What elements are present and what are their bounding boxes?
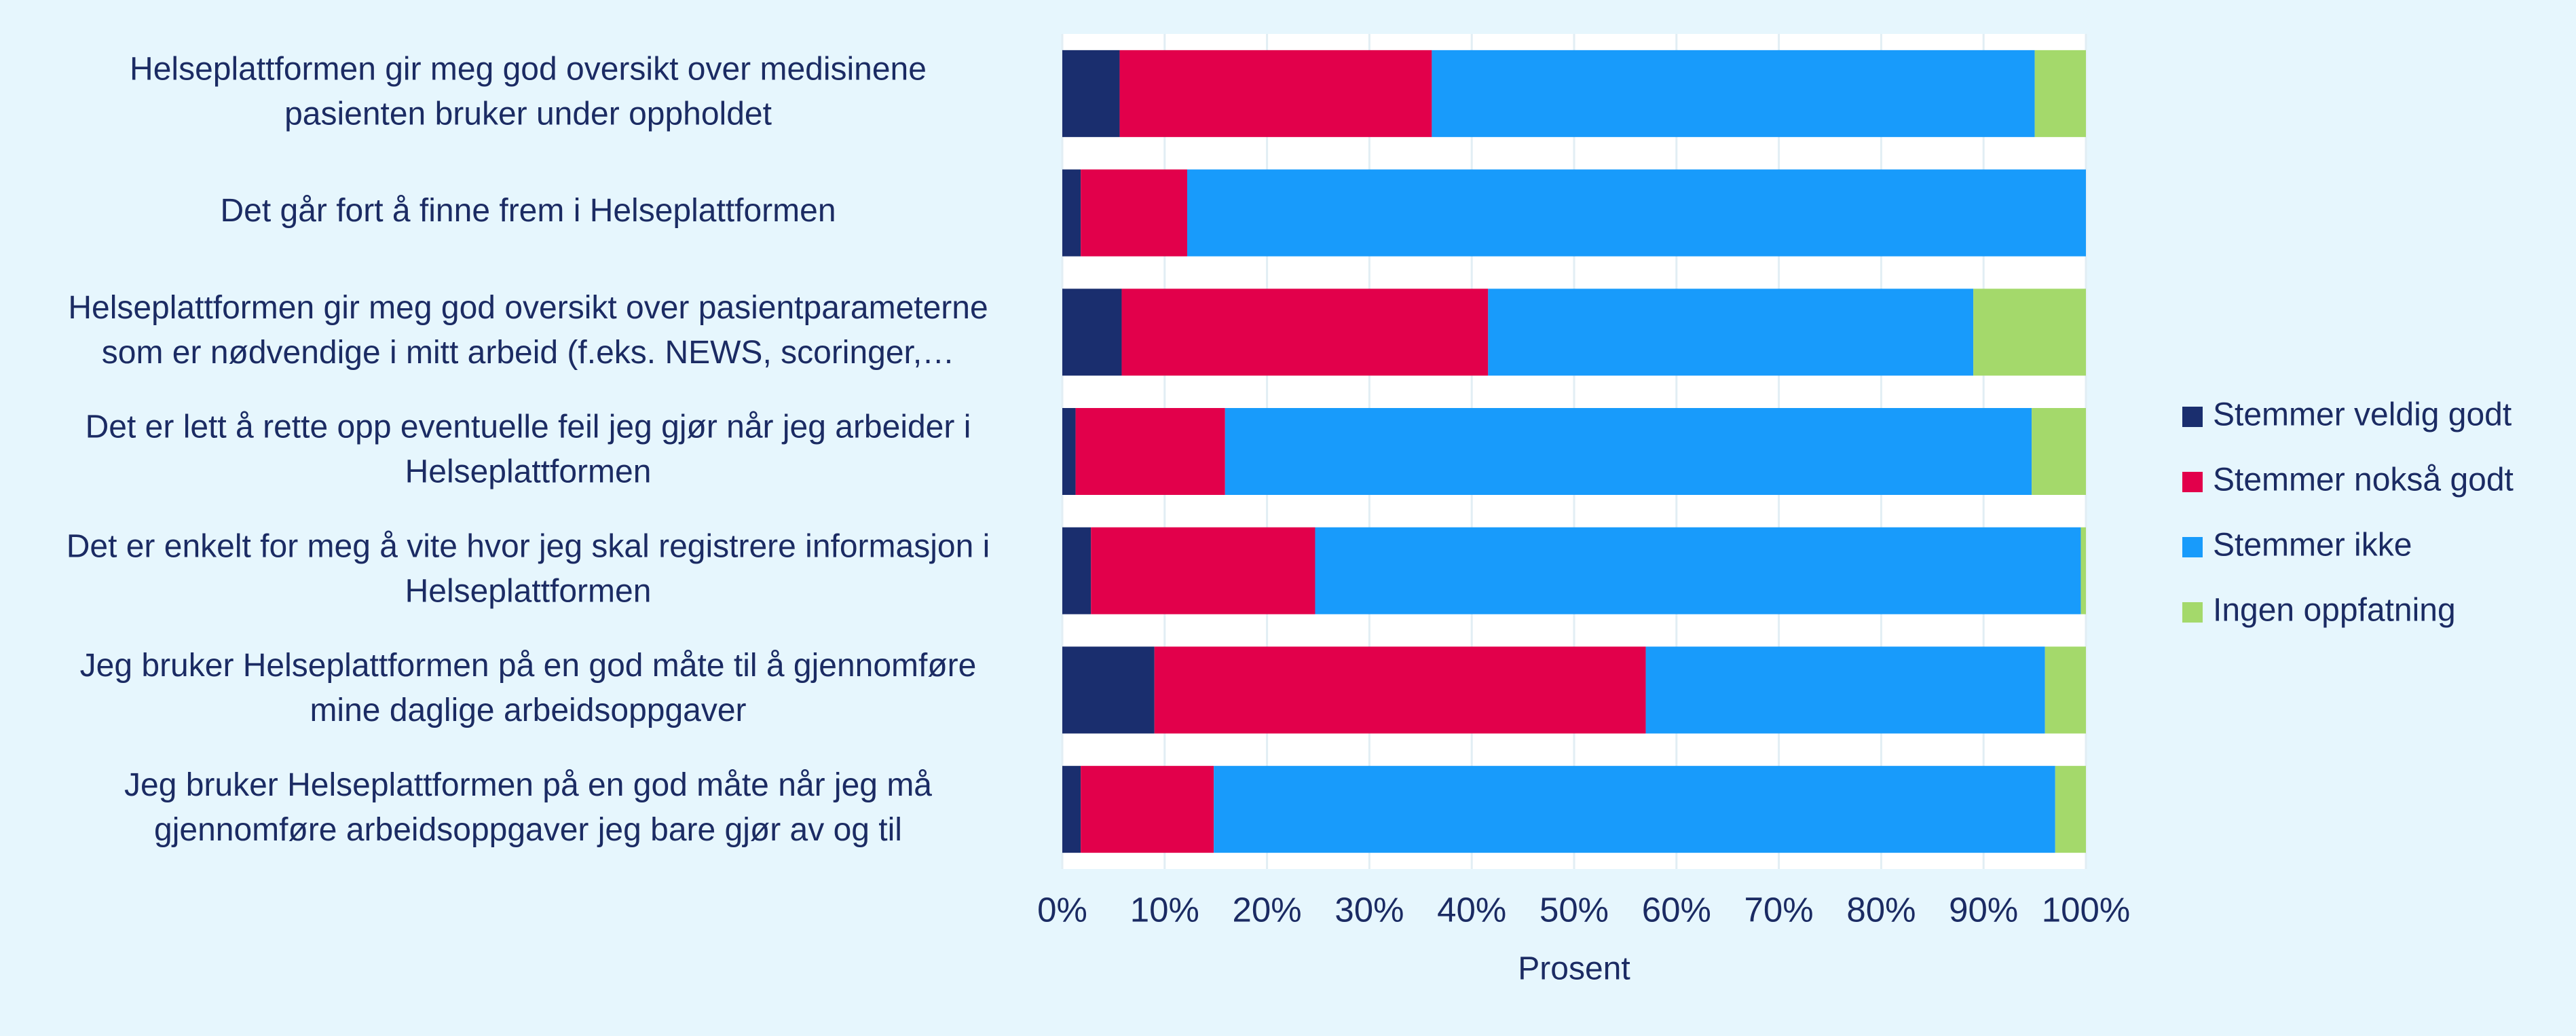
bar-segment-1-row-5 bbox=[1062, 527, 1091, 614]
bar-segment-3-row-4 bbox=[1225, 408, 2032, 495]
x-tick-label: 90% bbox=[1949, 890, 2018, 929]
legend-swatch bbox=[2182, 472, 2203, 492]
category-label: Helseplattformen gir meg god oversikt ov… bbox=[130, 52, 927, 88]
category-label: Det er enkelt for meg å vite hvor jeg sk… bbox=[67, 528, 990, 564]
x-tick-label: 10% bbox=[1130, 890, 1199, 929]
legend-label: Stemmer veldig godt bbox=[2213, 397, 2512, 433]
x-tick-label: 70% bbox=[1744, 890, 1814, 929]
bar-segment-2-row-4 bbox=[1075, 408, 1225, 495]
bar-segment-1-row-2 bbox=[1062, 169, 1081, 257]
legend-swatch bbox=[2182, 407, 2203, 427]
category-label: Helseplattformen bbox=[405, 573, 652, 609]
bar-segment-3-row-6 bbox=[1645, 646, 2045, 734]
legend-label: Ingen oppfatning bbox=[2213, 593, 2456, 629]
bar-segment-3-row-2 bbox=[1187, 169, 2086, 257]
bar-segment-1-row-3 bbox=[1062, 289, 1122, 376]
category-label: gjennomføre arbeidsoppgaver jeg bare gjø… bbox=[154, 812, 902, 848]
x-tick-label: 0% bbox=[1037, 890, 1087, 929]
bar-segment-2-row-3 bbox=[1121, 289, 1489, 376]
bar-segment-4-row-6 bbox=[2045, 646, 2086, 734]
x-tick-label: 50% bbox=[1539, 890, 1609, 929]
bar-segment-1-row-4 bbox=[1062, 408, 1076, 495]
bar-segment-4-row-4 bbox=[2032, 408, 2086, 495]
x-tick-label: 80% bbox=[1846, 890, 1916, 929]
x-tick-label: 40% bbox=[1437, 890, 1506, 929]
bar-segment-3-row-5 bbox=[1315, 527, 2081, 614]
bar-segment-4-row-5 bbox=[2080, 527, 2086, 614]
bar-segment-1-row-7 bbox=[1062, 766, 1081, 853]
category-label: Det er lett å rette opp eventuelle feil … bbox=[86, 409, 971, 445]
x-axis-ticks: 0% 10% 20% 30% 40% 50% 60% 70% 80% 90% 100% bbox=[1037, 890, 2130, 929]
bar-segment-2-row-2 bbox=[1081, 169, 1187, 257]
category-label: mine daglige arbeidsoppgaver bbox=[310, 692, 746, 728]
x-tick-label: 60% bbox=[1642, 890, 1711, 929]
bar-segment-2-row-5 bbox=[1091, 527, 1315, 614]
bar-segment-3-row-7 bbox=[1214, 766, 2055, 853]
bar-segment-2-row-6 bbox=[1154, 646, 1646, 734]
bar-segment-2-row-1 bbox=[1119, 50, 1432, 137]
bar-segment-3-row-1 bbox=[1432, 50, 2035, 137]
bar-segment-1-row-1 bbox=[1062, 50, 1120, 137]
category-labels: Helseplattformen gir meg god oversikt ov… bbox=[67, 52, 990, 848]
legend-swatch bbox=[2182, 537, 2203, 557]
bar-segment-4-row-7 bbox=[2055, 766, 2086, 853]
bar-segment-4-row-3 bbox=[1973, 289, 2086, 376]
bars bbox=[1062, 50, 2086, 853]
category-label: som er nødvendige i mitt arbeid (f.eks. … bbox=[102, 335, 954, 371]
bar-segment-3-row-3 bbox=[1488, 289, 1974, 376]
x-axis-title: Prosent bbox=[1518, 951, 1630, 987]
category-label: Jeg bruker Helseplattformen på en god må… bbox=[124, 767, 932, 803]
bar-segment-4-row-1 bbox=[2034, 50, 2086, 137]
bar-segment-2-row-7 bbox=[1081, 766, 1214, 853]
legend-swatch bbox=[2182, 602, 2203, 623]
legend-label: Stemmer nokså godt bbox=[2213, 462, 2514, 498]
x-tick-label: 20% bbox=[1233, 890, 1302, 929]
category-label: pasienten bruker under oppholdet bbox=[284, 96, 772, 132]
legend-label: Stemmer ikke bbox=[2213, 528, 2412, 563]
category-label: Helseplattformen gir meg god oversikt ov… bbox=[68, 290, 988, 326]
category-label: Det går fort å finne frem i Helseplattfo… bbox=[220, 193, 836, 229]
legend: Stemmer veldig godt Stemmer nokså godt Ste… bbox=[2182, 397, 2514, 629]
category-label: Helseplattformen bbox=[405, 454, 652, 490]
bar-segment-1-row-6 bbox=[1062, 646, 1155, 734]
category-label: Jeg bruker Helseplattformen på en god må… bbox=[80, 648, 977, 684]
x-tick-label: 100% bbox=[2042, 890, 2130, 929]
x-tick-label: 30% bbox=[1334, 890, 1404, 929]
